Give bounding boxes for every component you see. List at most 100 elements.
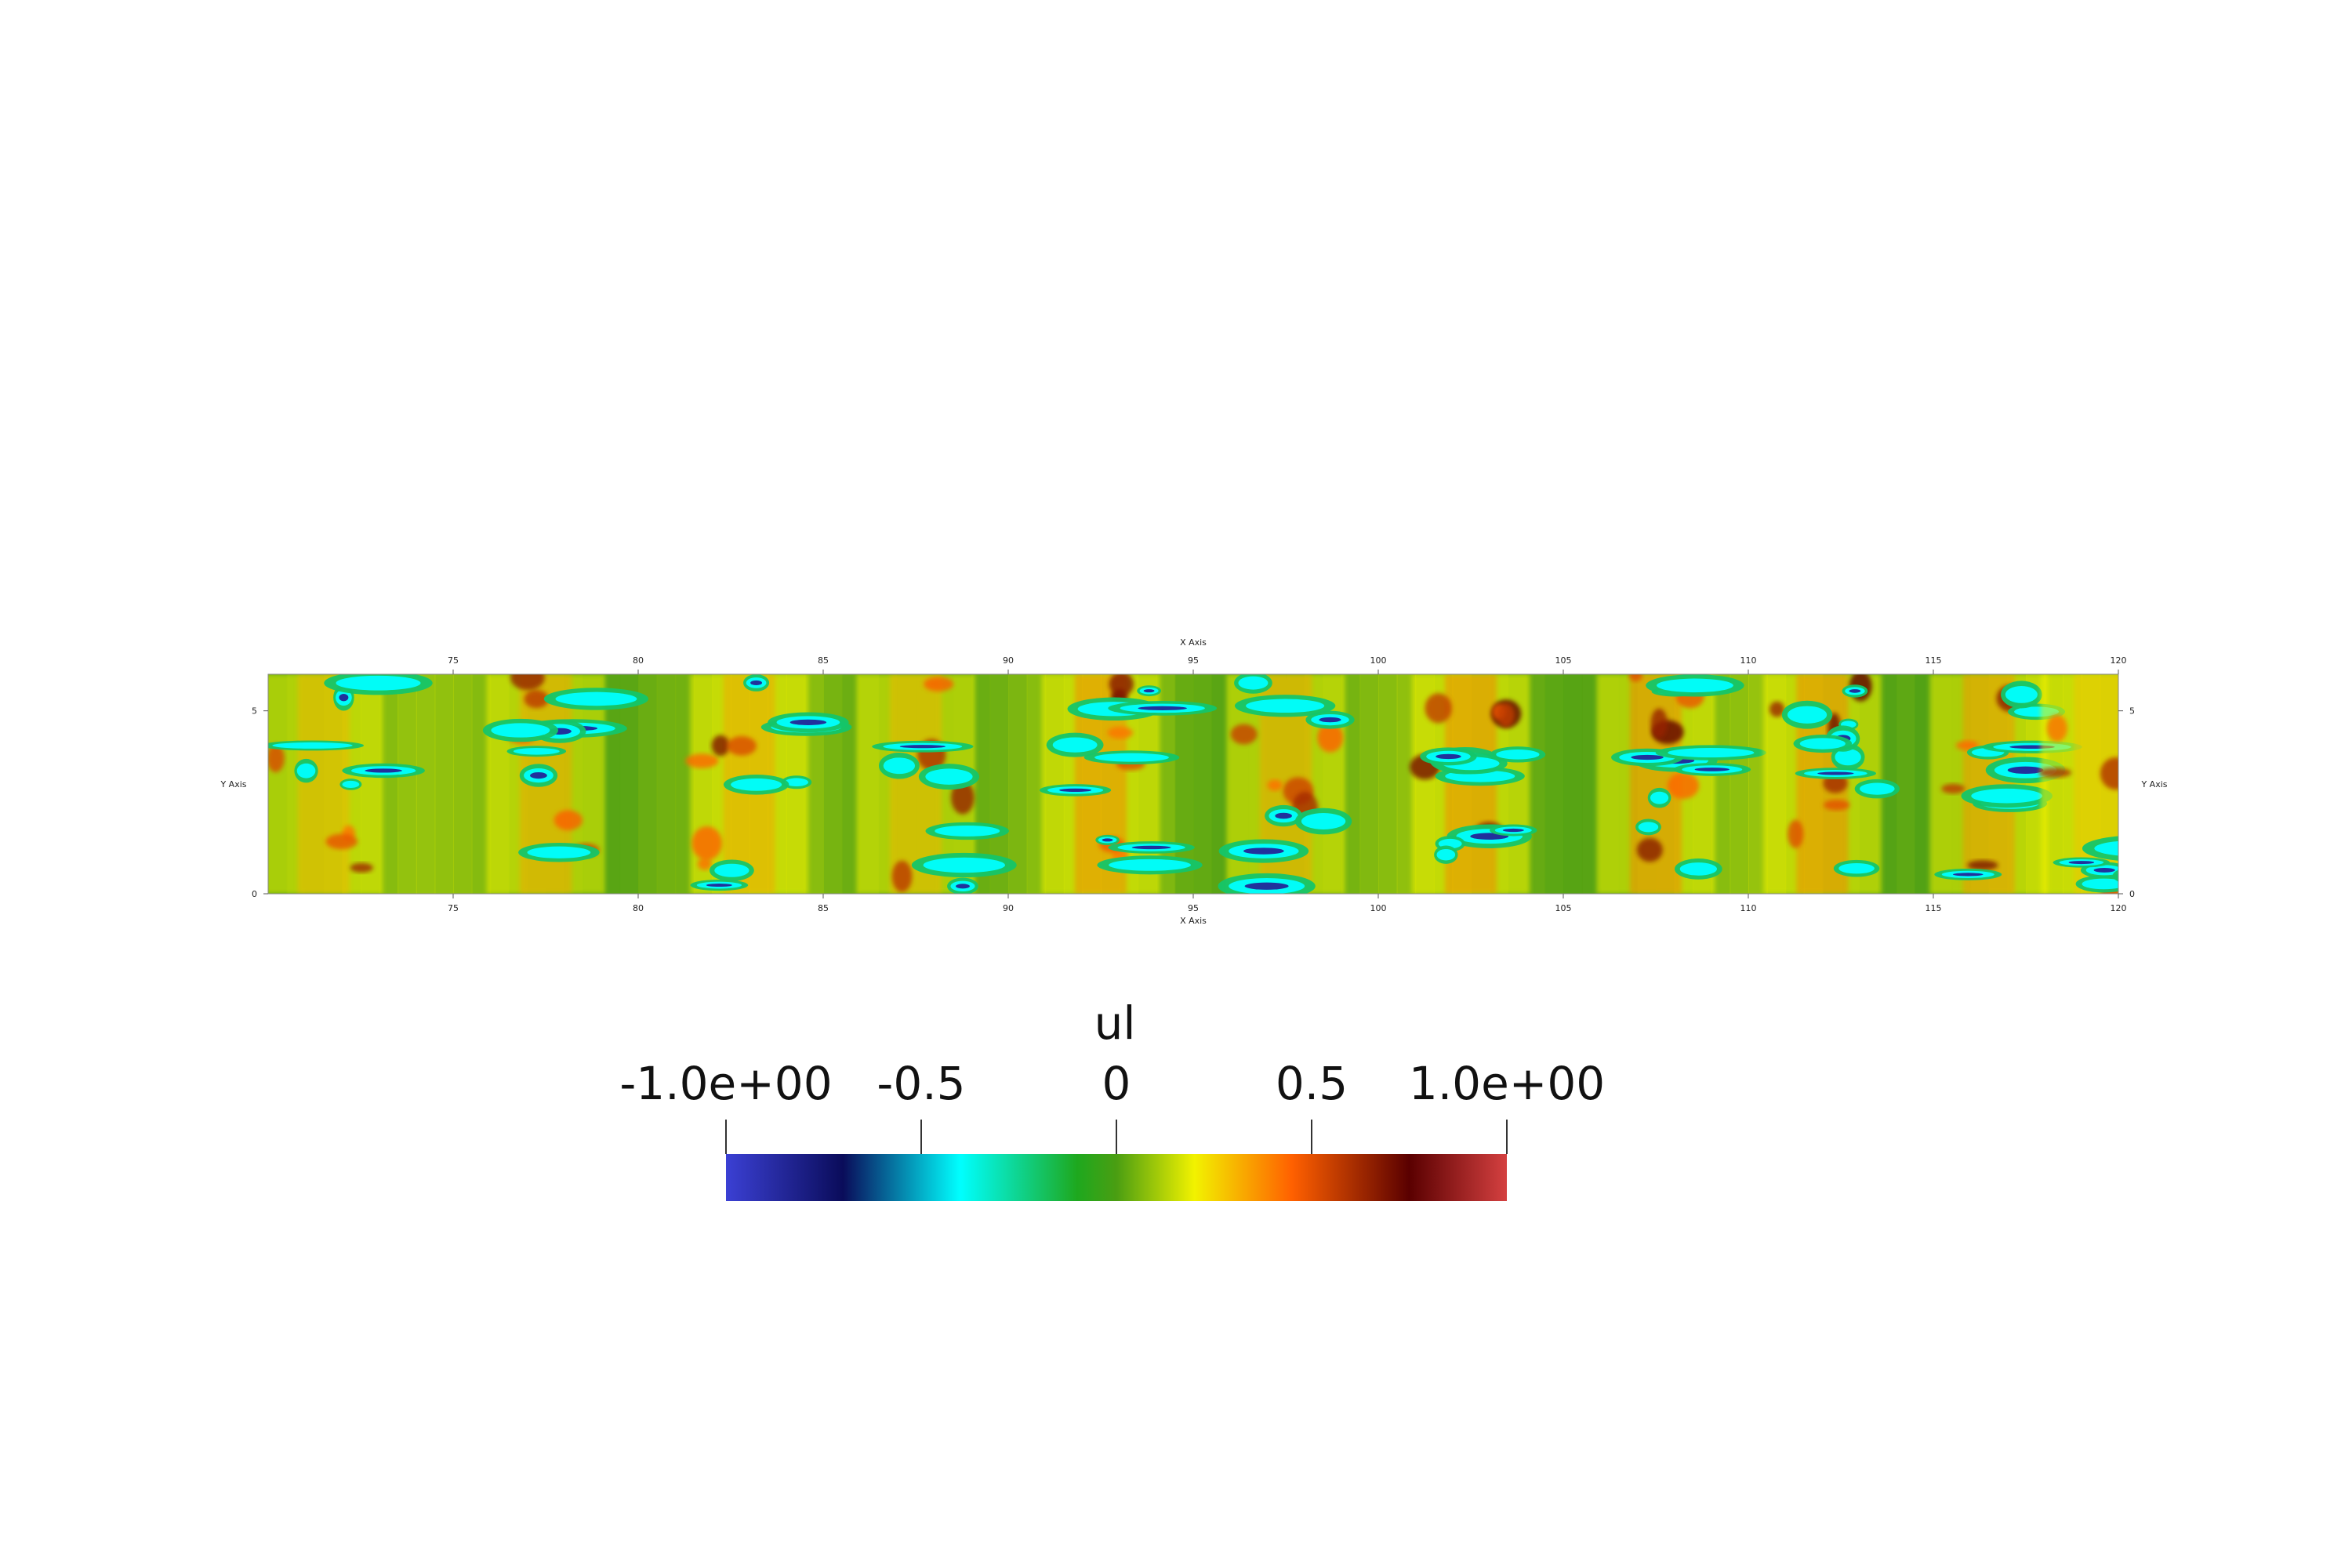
colorbar-ticks: -1.0e+00 -0.5 0 0.5 1.0e+00 xyxy=(619,1057,1605,1154)
heatmap-field xyxy=(268,674,2166,894)
x-tick-label-top: 100 xyxy=(1370,655,1387,666)
heatmap-cell xyxy=(1378,674,1398,894)
heatmap-streak-core xyxy=(1275,812,1292,819)
heatmap-cell xyxy=(397,674,417,894)
x-tick-label-bottom: 110 xyxy=(1740,903,1757,913)
heatmap-streak-core xyxy=(339,693,349,702)
heatmap-streak xyxy=(527,846,591,858)
heatmap-streak-core xyxy=(899,745,946,749)
x-tick-label-top: 95 xyxy=(1188,655,1199,666)
heatmap-streak xyxy=(1238,676,1269,690)
heatmap-positive-spot xyxy=(1425,693,1452,724)
heatmap-positive-spot xyxy=(268,744,285,773)
heatmap-positive-spot xyxy=(1667,772,1700,800)
heatmap-streak xyxy=(2094,840,2118,856)
heatmap-cell xyxy=(1008,674,1028,894)
heatmap-cell xyxy=(1563,674,1583,894)
colorbar-tick-label: -0.5 xyxy=(877,1057,965,1110)
heatmap-positive-spot xyxy=(685,753,719,768)
heatmap-positive-spot xyxy=(1769,701,1785,717)
heatmap-positive-spot xyxy=(1650,708,1668,739)
heatmap-streak xyxy=(1094,753,1169,762)
heatmap-streak xyxy=(2005,686,2038,703)
heatmap-positive-spot xyxy=(697,858,712,870)
heatmap-streak-core xyxy=(1102,838,1113,842)
heatmap-positive-spot xyxy=(1230,724,1258,745)
heatmap-streak xyxy=(923,857,1005,873)
heatmap-positive-spot xyxy=(1267,779,1283,791)
heatmap-positive-spot xyxy=(1788,819,1804,848)
heatmap-streak-core xyxy=(1243,848,1284,855)
heatmap-streak xyxy=(1496,750,1540,760)
heatmap-positive-spot xyxy=(325,833,358,850)
colorbar-gradient xyxy=(726,1154,1507,1201)
heatmap-streak-core xyxy=(1138,706,1187,710)
heatmap-streak xyxy=(491,723,550,738)
heatmap-positive-spot xyxy=(1967,860,1998,870)
heatmap-streak-core xyxy=(2068,861,2095,865)
y-axis-label-left: Y Axis xyxy=(220,779,246,789)
heatmap-streak xyxy=(1971,788,2043,804)
y-tick-label-left: 0 xyxy=(252,889,257,899)
heatmap-positive-spot xyxy=(1941,783,1965,794)
heatmap-streak xyxy=(714,863,750,877)
heatmap-streak xyxy=(731,778,782,791)
heatmap-positive-spot xyxy=(2038,768,2072,778)
heatmap-streak xyxy=(1787,706,1828,724)
heatmap-cell xyxy=(1896,674,1916,894)
heatmap-positive-spot xyxy=(1636,837,1663,862)
heatmap-streak-core xyxy=(1952,873,1984,877)
heatmap-streak xyxy=(1657,678,1733,693)
x-tick-label-top: 80 xyxy=(633,655,644,666)
heatmap-positive-spot xyxy=(350,862,374,873)
x-axis-label-top: X Axis xyxy=(1180,637,1207,648)
heatmap-streak xyxy=(883,757,916,775)
heatmap-positive-spot xyxy=(951,781,975,815)
heatmap-streak-core xyxy=(1502,828,1524,833)
heatmap-streak xyxy=(1835,749,1861,766)
x-tick-label-top: 110 xyxy=(1740,655,1757,666)
heatmap-streak-core xyxy=(1059,788,1092,793)
heatmap-streak xyxy=(296,763,316,779)
heatmap-cell xyxy=(453,674,473,894)
heatmap-streak-core xyxy=(2007,766,2044,774)
heatmap-positive-spot xyxy=(1107,726,1134,739)
colorbar-tick-label: 1.0e+00 xyxy=(1409,1057,1605,1110)
heatmap-streak xyxy=(1301,813,1346,829)
heatmap-streak-core xyxy=(530,771,547,779)
x-tick-label-top: 105 xyxy=(1555,655,1572,666)
heatmap-streak xyxy=(1109,858,1191,871)
heatmap-streak xyxy=(1860,782,1895,795)
colorbar: ul -1.0e+00 -0.5 0 0.5 1.0e+00 xyxy=(619,996,1605,1201)
colorbar-title: ul xyxy=(1094,996,1136,1050)
heatmap-streak xyxy=(925,768,973,785)
y-tick-label-right: 0 xyxy=(2129,889,2135,899)
heatmap-positive-spot xyxy=(524,690,550,709)
heatmap-streak xyxy=(342,780,360,789)
heatmap-streak xyxy=(2082,878,2118,890)
heatmap-streak xyxy=(1679,862,1718,876)
y-axis-label-right: Y Axis xyxy=(2140,779,2167,789)
heatmap-cell xyxy=(1544,674,1564,894)
heatmap-cell xyxy=(638,674,658,894)
heatmap-streak-core xyxy=(1849,689,1861,693)
heatmap-streak xyxy=(1668,748,1755,758)
heatmap-streak xyxy=(272,742,353,749)
heatmap-streak xyxy=(2119,869,2166,882)
heatmap-streak-core xyxy=(1319,717,1341,723)
x-tick-label-bottom: 100 xyxy=(1370,903,1387,913)
heatmap-positive-spot xyxy=(727,735,757,756)
heatmap-streak-core xyxy=(1131,845,1171,850)
heatmap-cell xyxy=(434,674,454,894)
heatmap-positive-spot xyxy=(711,735,730,757)
heatmap-positive-spot xyxy=(691,826,723,861)
heatmap-streak-core xyxy=(956,884,970,889)
x-tick-label-top: 115 xyxy=(1926,655,1942,666)
heatmap-streak-core xyxy=(1694,768,1730,771)
x-tick-label-top: 85 xyxy=(818,655,829,666)
heatmap-streak-core xyxy=(1143,689,1155,693)
colorbar-tick-label: 0 xyxy=(1102,1057,1131,1110)
x-tick-label-bottom: 75 xyxy=(448,903,459,913)
heatmap-streak-core xyxy=(1817,771,1854,775)
